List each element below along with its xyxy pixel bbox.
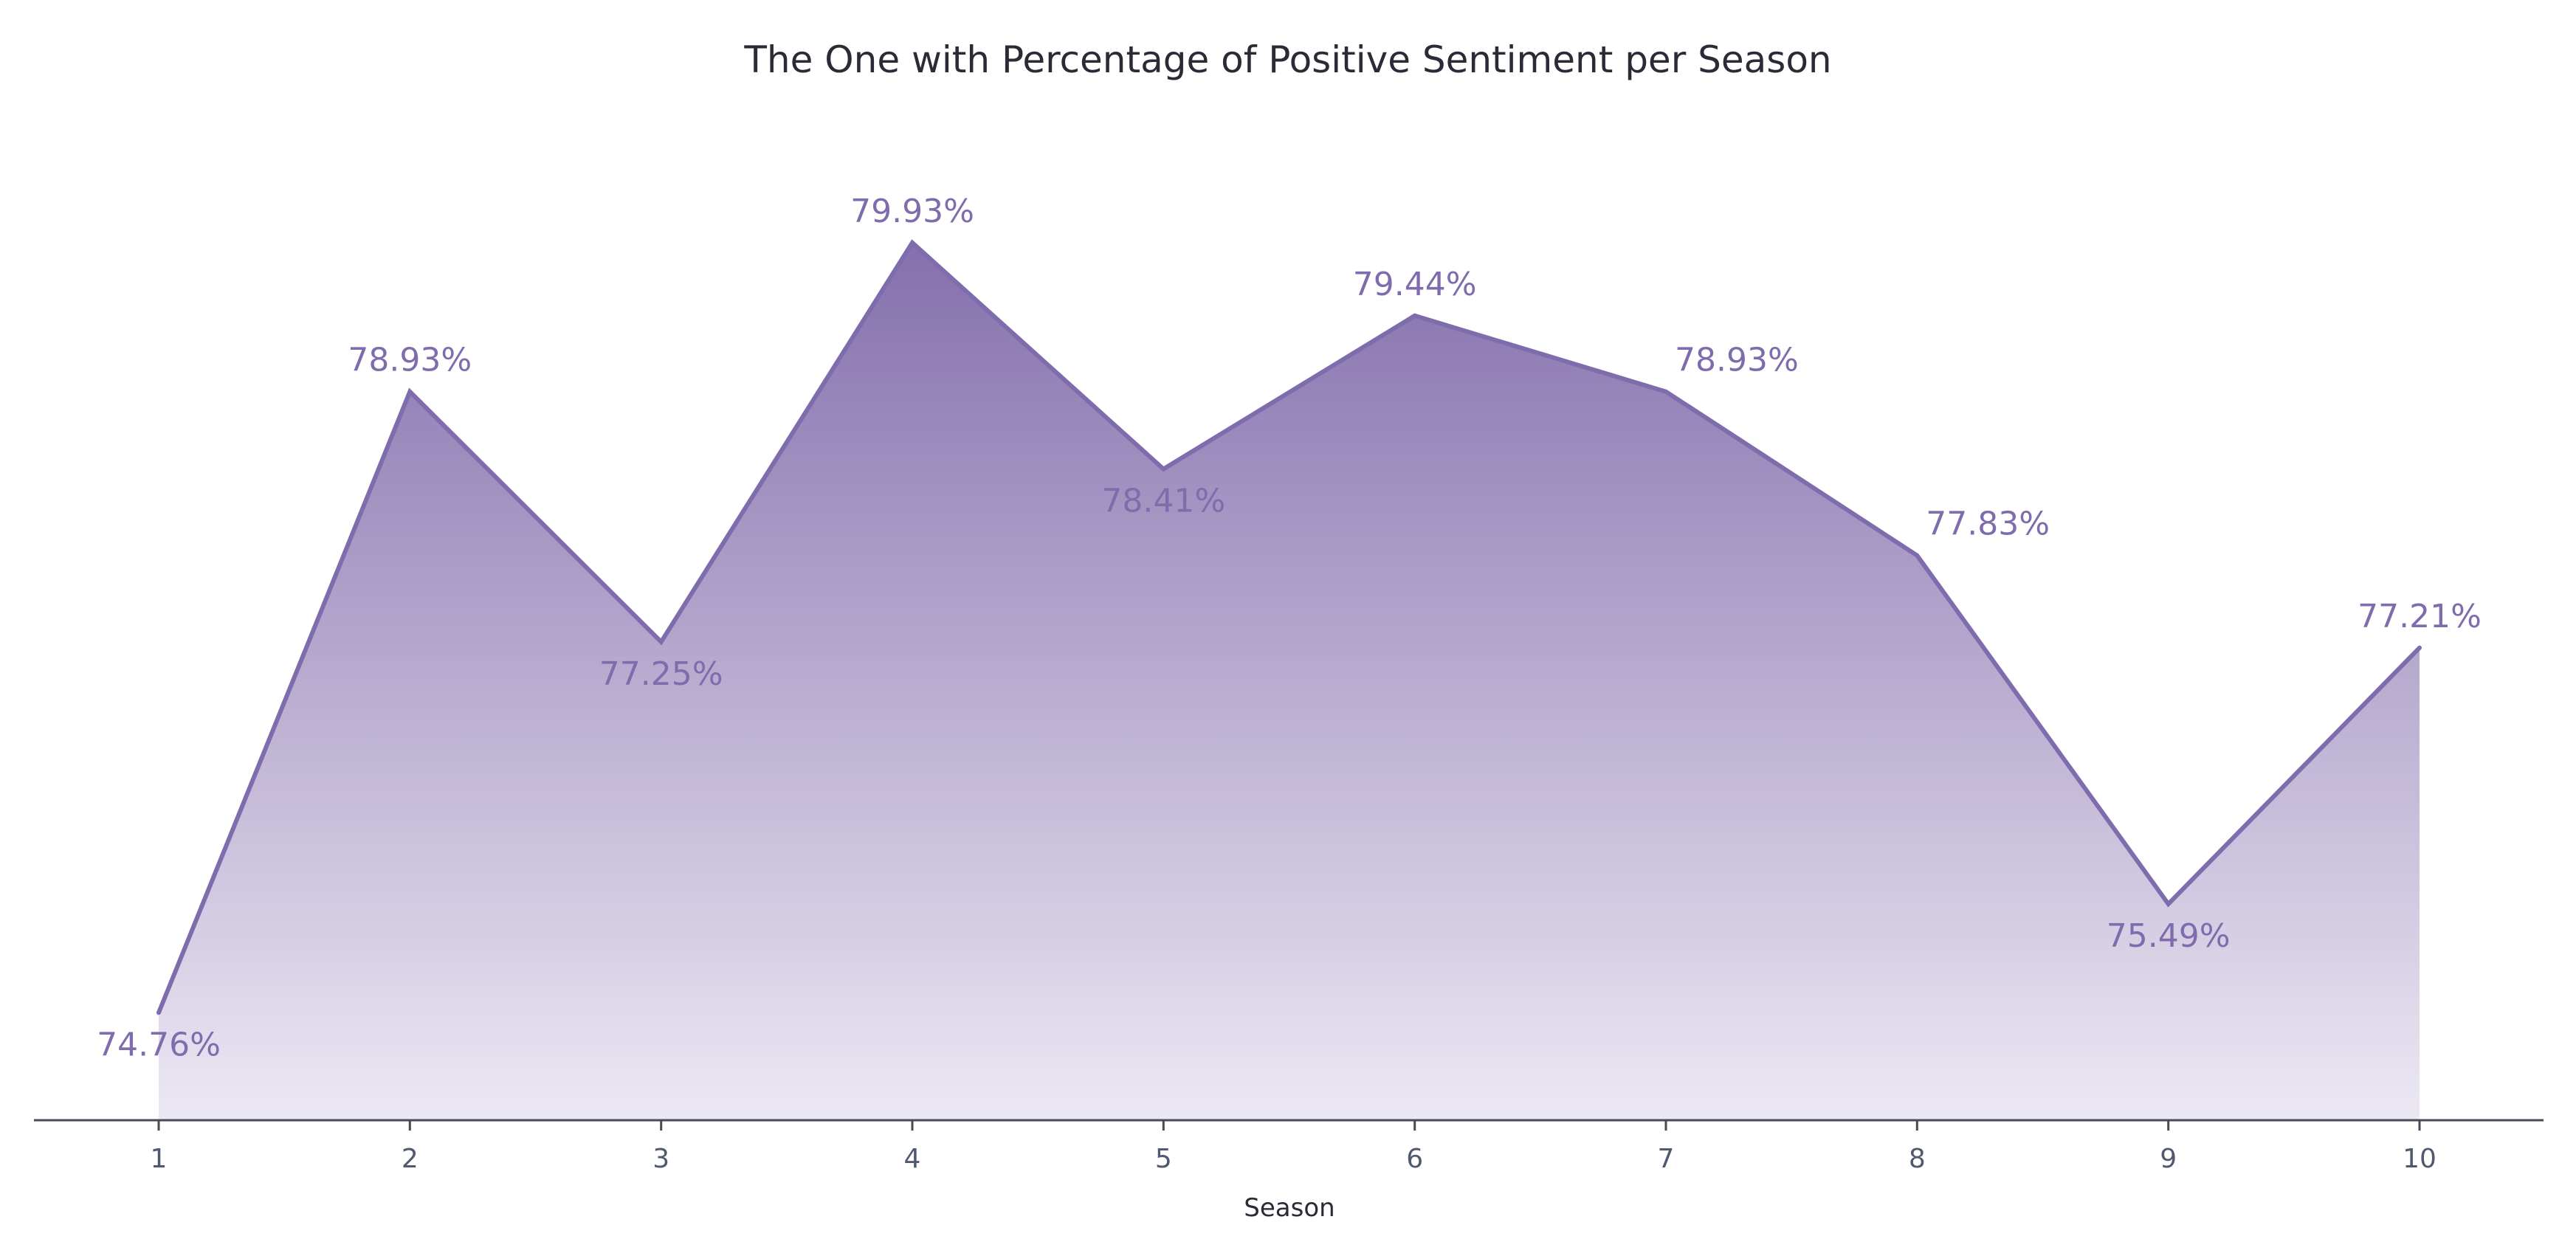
- x-tick-label-10: 10: [2403, 1144, 2436, 1174]
- series-line: [156, 239, 2422, 1015]
- chart-title: The One with Percentage of Positive Sent…: [743, 38, 1831, 81]
- x-axis-ticks: 1 2 3 4 5 6 7 8 9 10: [151, 1120, 2436, 1174]
- x-tick-label-5: 5: [1155, 1144, 1172, 1174]
- x-tick-label-1: 1: [151, 1144, 168, 1174]
- x-tick-label-4: 4: [904, 1144, 921, 1174]
- x-tick-label-7: 7: [1658, 1144, 1675, 1174]
- x-tick-label-6: 6: [1406, 1144, 1423, 1174]
- data-label-season-2: 78.93%: [348, 342, 472, 379]
- data-label-season-8: 77.83%: [1926, 505, 2050, 543]
- area-fill: [159, 242, 2420, 1120]
- x-tick-label-8: 8: [1909, 1144, 1926, 1174]
- data-label-season-7: 78.93%: [1675, 342, 1799, 379]
- x-tick-label-3: 3: [652, 1144, 669, 1174]
- data-label-season-10: 77.21%: [2358, 598, 2482, 635]
- x-tick-label-2: 2: [402, 1144, 419, 1174]
- data-label-season-4: 79.93%: [850, 193, 974, 230]
- data-labels: 74.76% 78.93% 77.25% 79.93% 78.41% 79.44% 78.9…: [97, 193, 2482, 1063]
- x-tick-label-9: 9: [2160, 1144, 2177, 1174]
- data-label-season-1: 74.76%: [97, 1026, 221, 1063]
- data-label-season-6: 79.44%: [1353, 266, 1477, 303]
- plot-layer: 74.76% 78.93% 77.25% 79.93% 78.41% 79.44% 78.9…: [97, 193, 2482, 1120]
- data-label-season-3: 77.25%: [599, 655, 723, 693]
- data-label-season-5: 78.41%: [1101, 483, 1225, 520]
- data-label-season-9: 75.49%: [2107, 917, 2231, 955]
- x-axis-title: Season: [1244, 1193, 1335, 1223]
